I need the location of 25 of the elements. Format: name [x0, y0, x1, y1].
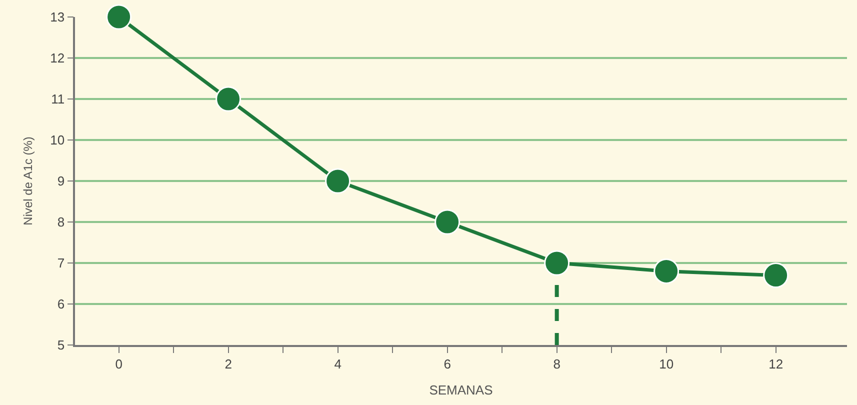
point — [434, 209, 460, 235]
y-tick-label: 7 — [57, 256, 65, 271]
y-tick-label: 12 — [50, 50, 65, 66]
x-tick-label: 12 — [768, 356, 784, 372]
x-tick-label: 10 — [659, 356, 674, 372]
x-tick-label: 0 — [115, 356, 122, 372]
point — [106, 4, 132, 30]
y-tick-label: 10 — [50, 132, 65, 148]
y-tick-label: 8 — [57, 214, 65, 230]
x-tick-label: 8 — [553, 356, 560, 372]
y-tick-label: 13 — [50, 10, 65, 25]
y-tick-label: 6 — [57, 296, 65, 312]
x-tick-label: 4 — [334, 356, 342, 372]
point — [763, 262, 789, 288]
x-tick-label: 2 — [224, 356, 232, 372]
y-axis-title: Nivel de A1c (%) — [20, 136, 35, 226]
x-tick-label: 6 — [444, 356, 451, 372]
point — [544, 250, 570, 276]
point — [654, 258, 680, 284]
point — [216, 86, 242, 112]
point — [325, 168, 351, 194]
x-axis-title: SEMANAS — [429, 382, 494, 398]
y-tick-label: 9 — [57, 174, 65, 189]
y-tick-label: 5 — [57, 338, 65, 353]
y-tick-label: 11 — [51, 92, 65, 107]
